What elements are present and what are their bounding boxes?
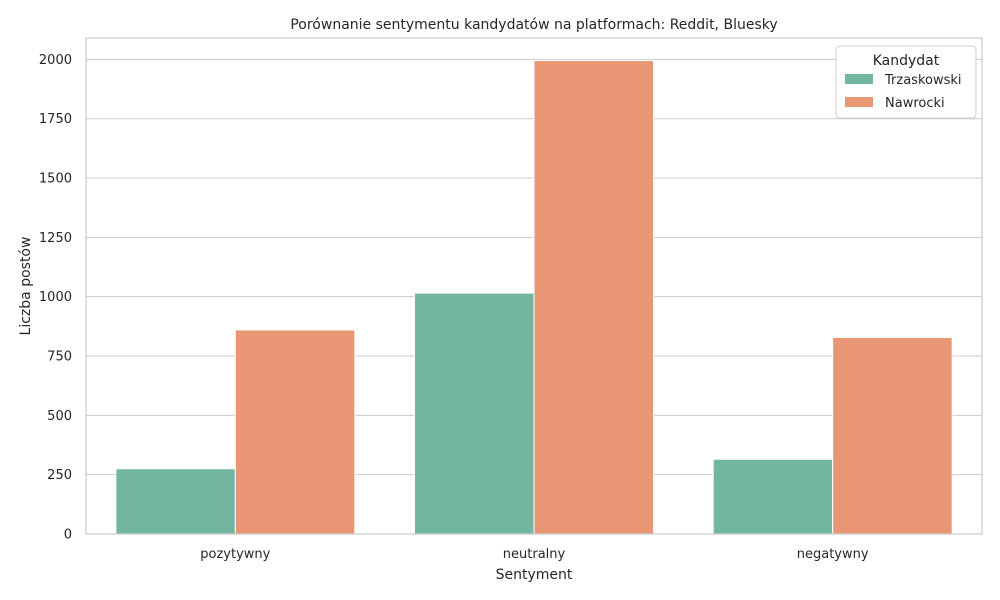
x-tick-label: neutralny	[503, 547, 566, 562]
x-axis-ticks: pozytywny neutralny negatywny	[200, 547, 869, 562]
y-tick-label: 1000	[39, 290, 72, 305]
y-axis-ticks: 0 250 500 750 1000 1250 1500 1750 2000	[39, 53, 72, 543]
legend-swatch-nawrocki	[845, 97, 873, 107]
bars	[115, 60, 953, 535]
legend-label-nawrocki: Nawrocki	[885, 96, 945, 111]
legend-title: Kandydat	[873, 53, 940, 69]
bar-nawrocki-pozytywny[interactable]	[234, 329, 356, 535]
bar-nawrocki-neutralny[interactable]	[533, 60, 654, 535]
bar-trzaskowski-negatywny[interactable]	[712, 458, 834, 535]
y-tick-label: 1500	[39, 172, 72, 187]
y-tick-label: 0	[64, 528, 72, 543]
y-tick-label: 1750	[39, 112, 72, 127]
y-tick-label: 1250	[39, 231, 72, 246]
bar-nawrocki-negatywny[interactable]	[832, 336, 953, 535]
legend-swatch-trzaskowski	[845, 74, 873, 84]
y-tick-label: 500	[47, 409, 72, 424]
chart-title: Porównanie sentymentu kandydatów na plat…	[290, 17, 777, 33]
y-tick-label: 2000	[39, 53, 72, 68]
x-axis-label: Sentyment	[496, 567, 573, 583]
legend-label-trzaskowski: Trzaskowski	[884, 73, 962, 88]
bar-trzaskowski-neutralny[interactable]	[414, 292, 535, 535]
y-axis-label: Liczba postów	[18, 237, 34, 336]
y-tick-label: 750	[47, 350, 72, 365]
plot-frame	[85, 37, 983, 535]
x-tick-label: pozytywny	[200, 547, 270, 562]
bar-trzaskowski-pozytywny[interactable]	[115, 468, 236, 535]
y-tick-label: 250	[47, 468, 72, 483]
legend[interactable]: Kandydat Trzaskowski Nawrocki	[835, 45, 977, 119]
x-tick-label: negatywny	[797, 547, 869, 562]
